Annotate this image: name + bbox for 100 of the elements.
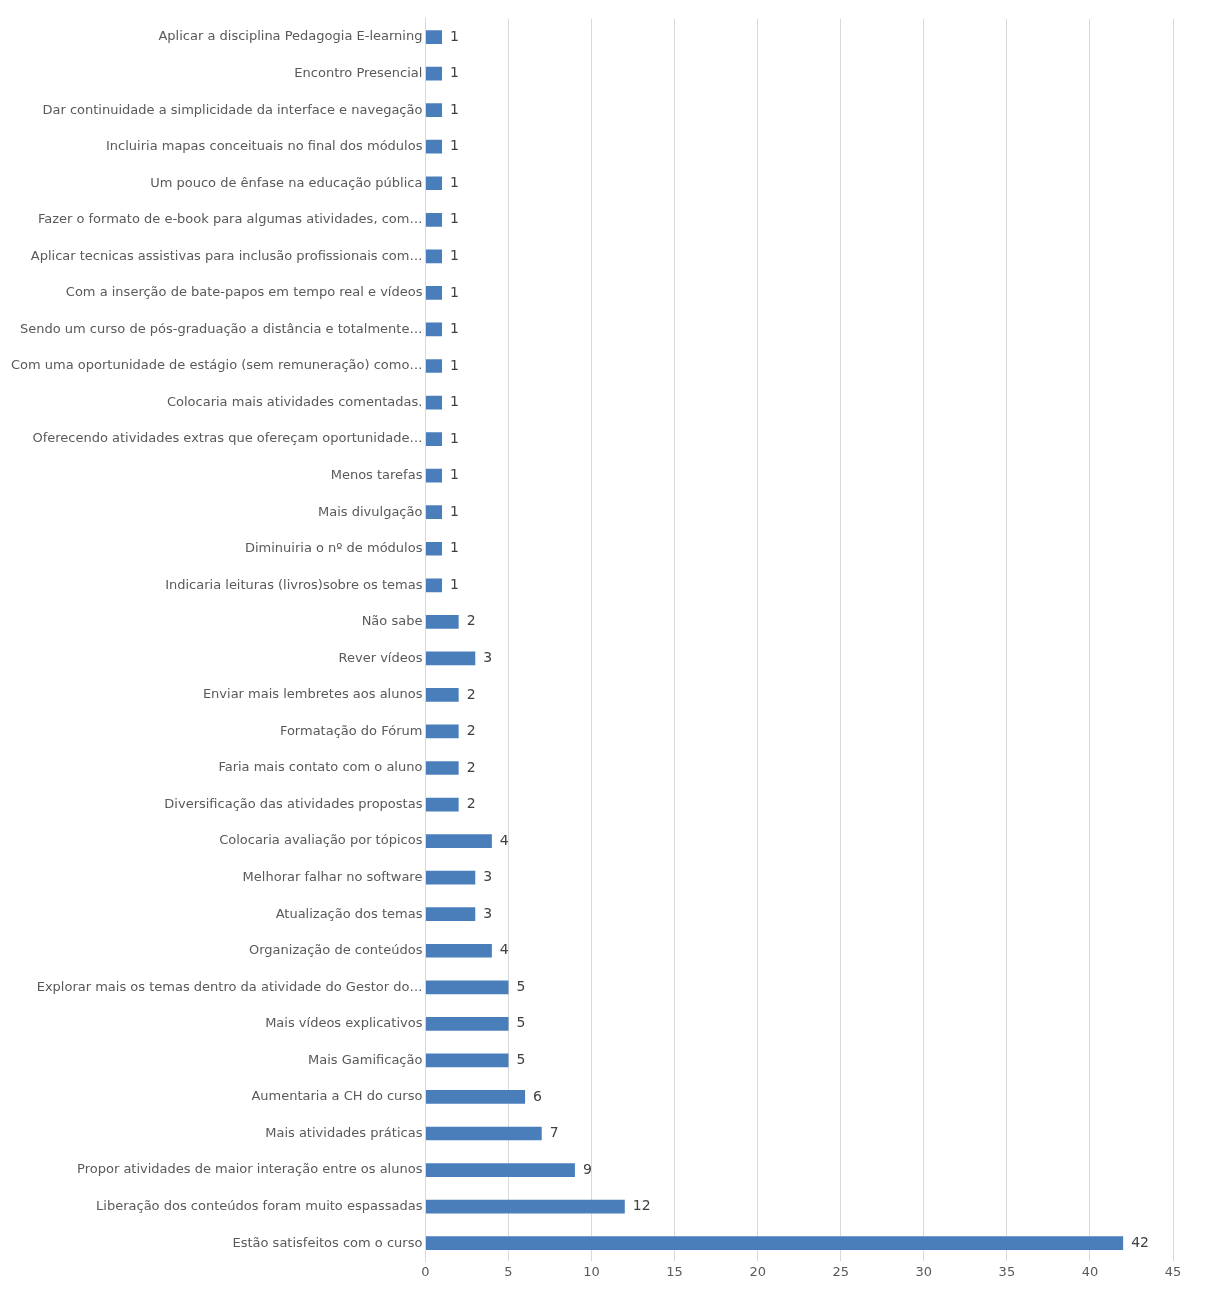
x-tick-label: 10 — [583, 1263, 600, 1279]
data-label: 3 — [483, 649, 493, 666]
data-label: 1 — [450, 173, 459, 190]
bar — [425, 359, 443, 373]
y-tick-label: Mais vídeos explicativos — [265, 1015, 423, 1031]
bar — [425, 1126, 542, 1141]
data-label: 2 — [466, 722, 476, 739]
bar — [425, 1199, 625, 1214]
data-label: 1 — [450, 575, 459, 592]
bar — [425, 322, 443, 337]
bar — [425, 834, 492, 848]
x-tick-label: 30 — [915, 1263, 933, 1279]
x-tick-label: 40 — [1081, 1263, 1099, 1279]
y-tick-label: Atualização dos temas — [275, 905, 423, 921]
data-label: 1 — [450, 393, 459, 410]
y-tick-label: Com a inserção de bate-papos em tempo real e vídeos — [65, 284, 423, 300]
bar — [425, 395, 443, 410]
bar — [425, 1163, 575, 1177]
data-label: 2 — [466, 612, 476, 629]
data-label: 1 — [450, 64, 459, 81]
data-label: 1 — [450, 539, 459, 556]
y-tick-label: Aplicar a disciplina Pedagogia E-learning — [158, 28, 423, 44]
bar — [425, 505, 443, 520]
data-label: 5 — [516, 1051, 526, 1068]
bar — [425, 30, 443, 44]
data-label: 2 — [466, 795, 476, 812]
data-label: 1 — [450, 137, 459, 154]
bar — [425, 1090, 526, 1104]
bar — [425, 139, 443, 154]
y-tick-label: Mais Gamificação — [308, 1051, 423, 1067]
data-label: 3 — [483, 868, 493, 885]
data-label: 42 — [1131, 1233, 1149, 1250]
x-tick-label: 45 — [1164, 1263, 1182, 1279]
data-label: 7 — [549, 1124, 559, 1141]
x-tick-label: 15 — [666, 1263, 683, 1279]
bar — [425, 688, 459, 702]
y-tick-label: Rever vídeos — [338, 649, 423, 665]
data-label: 5 — [516, 977, 526, 994]
bar — [425, 1236, 1124, 1250]
y-tick-label: Liberação dos conteúdos foram muito espassadas — [96, 1197, 423, 1213]
y-tick-label: Indicaria leituras (livros)sobre os temas — [165, 576, 423, 592]
y-tick-label: Não sabe — [361, 613, 423, 629]
y-tick-label: Aplicar tecnicas assistivas para inclusão profissionais com… — [30, 247, 423, 263]
y-tick-label: Explorar mais os temas dentro da atividade do Gestor do… — [36, 978, 423, 994]
data-label: 5 — [516, 1014, 526, 1031]
y-tick-label: Oferecendo atividades extras que ofereçam oportunidade… — [32, 430, 423, 446]
bar — [425, 468, 443, 483]
bar — [425, 651, 476, 666]
bar — [425, 614, 459, 629]
y-tick-label: Diversificação das atividades propostas — [164, 795, 423, 811]
y-tick-label: Aumentaria a CH do curso — [251, 1088, 423, 1104]
bar — [425, 980, 509, 995]
y-tick-label: Colocaria mais atividades comentadas. — [166, 393, 423, 409]
data-label: 2 — [466, 685, 476, 702]
y-tick-label: Enviar mais lembretes aos alunos — [202, 686, 423, 702]
y-tick-label: Colocaria avaliação por tópicos — [219, 832, 423, 848]
y-tick-label: Mais divulgação — [318, 503, 423, 519]
bar — [425, 103, 443, 118]
data-label: 1 — [450, 320, 459, 337]
data-label: 1 — [450, 100, 459, 117]
bar — [425, 432, 443, 446]
data-label: 6 — [533, 1087, 543, 1104]
bar — [425, 724, 459, 739]
data-label: 1 — [450, 283, 459, 300]
data-label: 2 — [466, 758, 476, 775]
y-tick-label: Formatação do Fórum — [279, 722, 423, 738]
y-tick-label: Um pouco de ênfase na educação pública — [150, 174, 423, 190]
y-tick-label: Faria mais contato com o aluno — [218, 759, 423, 775]
data-label: 1 — [450, 356, 459, 373]
y-tick-label: Encontro Presencial — [294, 65, 423, 80]
bar — [425, 1053, 509, 1068]
data-label: 1 — [450, 27, 459, 44]
x-tick-label: 25 — [832, 1263, 850, 1279]
data-label: 1 — [450, 429, 459, 446]
y-tick-label: Com uma oportunidade de estágio (sem remuneração) como… — [10, 357, 423, 373]
data-label: 1 — [450, 502, 459, 519]
bar — [425, 212, 443, 227]
y-tick-label: Sendo um curso de pós-graduação a distância e totalmente… — [19, 320, 423, 336]
y-tick-label: Organização de conteúdos — [248, 942, 423, 958]
bar — [425, 176, 443, 191]
data-label: 1 — [450, 466, 459, 483]
bar — [425, 541, 443, 556]
y-tick-label: Estão satisfeitos com o curso — [232, 1234, 423, 1250]
x-tick-label: 0 — [421, 1263, 430, 1279]
y-tick-label: Mais atividades práticas — [265, 1124, 423, 1140]
data-label: 1 — [450, 210, 459, 227]
bar — [425, 943, 492, 958]
bar — [425, 249, 443, 264]
y-tick-label: Melhorar falhar no software — [242, 869, 423, 885]
data-label: 9 — [582, 1160, 592, 1177]
bar — [425, 907, 476, 922]
y-tick-label: Dar continuidade a simplicidade da interface e navegação — [42, 101, 423, 117]
bar — [425, 578, 443, 593]
y-tick-label: Fazer o formato de e-book para algumas atividades, com… — [37, 211, 423, 227]
bar — [425, 761, 459, 775]
y-tick-label: Diminuiria o nº de módulos — [244, 540, 423, 556]
bar — [425, 870, 476, 885]
bar — [425, 286, 443, 300]
bar — [425, 1016, 509, 1031]
bar — [425, 66, 443, 81]
